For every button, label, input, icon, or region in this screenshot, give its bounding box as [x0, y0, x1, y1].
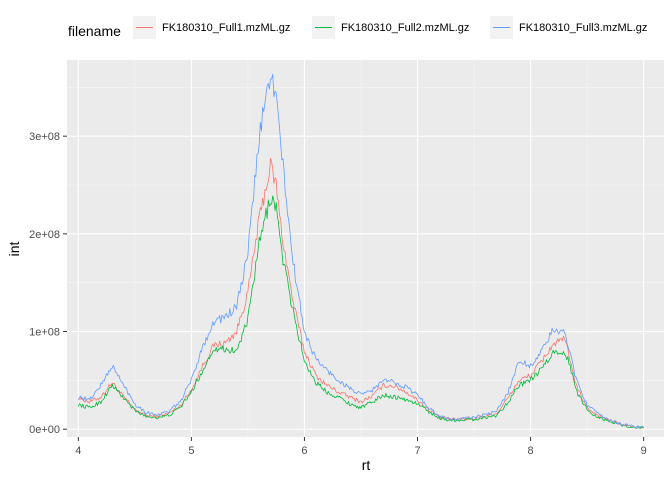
series-line-3: [78, 73, 644, 429]
x-tick-label: 7: [414, 445, 420, 457]
legend-label: FK180310_Full1.mzML.gz: [162, 22, 290, 34]
series-line-1: [78, 158, 644, 429]
x-tick-label: 5: [188, 445, 194, 457]
y-tick-label: 0e+00: [29, 424, 60, 436]
legend-title: filename: [68, 23, 121, 39]
legend: filename FK180310_Full1.mzML.gz FK180310_…: [68, 16, 647, 39]
x-tick-label: 8: [528, 445, 534, 457]
y-axis: 0e+00 1e+08 2e+08 3e+08: [29, 131, 67, 436]
plot-panel: [67, 60, 664, 437]
legend-label: FK180310_Full2.mzML.gz: [341, 22, 469, 34]
y-tick-label: 3e+08: [29, 131, 60, 143]
series-line-2: [77, 195, 644, 429]
x-tick-label: 9: [641, 445, 647, 457]
y-axis-title: int: [6, 242, 22, 257]
series-layer: [77, 73, 644, 429]
x-axis-title: rt: [362, 457, 371, 473]
x-tick-label: 4: [75, 445, 81, 457]
legend-label: FK180310_Full3.mzML.gz: [519, 22, 647, 34]
y-tick-label: 2e+08: [29, 229, 60, 241]
x-axis: 4 5 6 7 8 9: [75, 437, 647, 457]
x-tick-label: 6: [301, 445, 307, 457]
y-tick-label: 1e+08: [29, 327, 60, 339]
